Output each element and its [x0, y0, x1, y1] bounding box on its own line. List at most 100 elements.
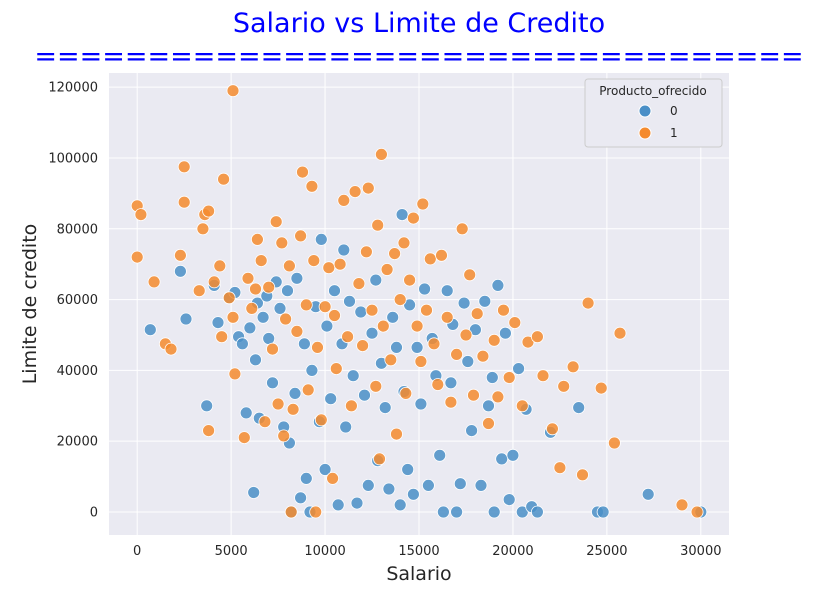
- scatter-point-series-0: [414, 397, 428, 411]
- scatter-point-series-1: [502, 371, 516, 384]
- scatter-point-series-1: [269, 215, 283, 229]
- scatter-point-series-1: [241, 271, 255, 285]
- scatter-point-series-1: [531, 330, 544, 344]
- scatter-point-series-0: [406, 487, 420, 501]
- scatter-point-series-0: [179, 312, 193, 326]
- scatter-point-series-1: [305, 179, 319, 193]
- scatter-point-series-1: [202, 424, 216, 438]
- scatter-point-series-0: [297, 337, 311, 351]
- scatter-point-series-1: [296, 165, 309, 179]
- scatter-point-series-0: [641, 487, 655, 501]
- scatter-point-series-1: [403, 273, 417, 287]
- scatter-point-series-1: [388, 247, 402, 261]
- scatter-point-series-1: [318, 300, 332, 314]
- scatter-point-series-0: [485, 371, 499, 384]
- scatter-point-series-1: [301, 383, 315, 397]
- scatter-point-series-1: [134, 208, 148, 222]
- scatter-point-series-1: [373, 452, 386, 466]
- legend: Producto_ofrecido 0 1: [584, 78, 723, 148]
- scatter-point-series-0: [491, 278, 505, 292]
- scatter-point-series-0: [478, 294, 492, 308]
- scatter-point-series-1: [226, 84, 240, 98]
- scatter-point-series-1: [249, 282, 262, 296]
- scatter-point-series-1: [130, 250, 144, 264]
- scatter-point-series-1: [369, 379, 383, 393]
- legend-label-0: 0: [670, 104, 678, 118]
- scatter-point-series-1: [440, 310, 454, 324]
- scatter-point-series-0: [328, 284, 341, 298]
- scatter-point-series-1: [455, 222, 469, 236]
- scatter-point-series-1: [613, 326, 627, 340]
- scatter-point-series-1: [177, 195, 191, 209]
- scatter-point-series-1: [399, 386, 413, 400]
- scatter-point-series-0: [450, 505, 464, 519]
- scatter-point-series-1: [420, 303, 433, 317]
- scatter-point-series-1: [450, 347, 464, 361]
- scatter-point-series-1: [365, 303, 379, 317]
- scatter-point-series-1: [487, 333, 501, 347]
- scatter-point-series-1: [356, 339, 370, 353]
- scatter-point-series-1: [546, 422, 559, 436]
- y-tick-label: 20000: [57, 435, 98, 450]
- scatter-point-series-1: [431, 378, 445, 391]
- scatter-point-series-0: [440, 284, 454, 298]
- scatter-point-series-1: [299, 298, 313, 312]
- scatter-point-series-1: [467, 388, 480, 402]
- scatter-point-series-1: [397, 236, 411, 250]
- scatter-point-series-1: [470, 307, 484, 321]
- scatter-point-series-0: [294, 491, 308, 505]
- scatter-point-series-1: [250, 232, 264, 246]
- scatter-point-series-0: [337, 243, 351, 257]
- scatter-point-series-0: [453, 477, 467, 491]
- scatter-point-series-1: [173, 248, 187, 262]
- scatter-point-series-1: [254, 254, 268, 268]
- scatter-point-series-0: [266, 376, 279, 390]
- scatter-point-series-1: [213, 259, 227, 273]
- scatter-point-series-0: [343, 294, 356, 308]
- scatter-point-series-1: [290, 324, 304, 338]
- scatter-point-series-1: [557, 379, 571, 393]
- scatter-point-series-0: [243, 321, 257, 335]
- scatter-point-series-1: [410, 319, 424, 333]
- scatter-point-series-0: [512, 362, 525, 376]
- y-tick-label: 40000: [57, 364, 98, 379]
- x-tick-label: 0: [133, 544, 141, 559]
- scatter-point-series-1: [279, 312, 293, 326]
- scatter-point-series-0: [444, 376, 458, 390]
- x-tick-label: 30000: [680, 544, 721, 559]
- scatter-point-series-1: [497, 303, 510, 317]
- scatter-point-series-1: [284, 505, 298, 519]
- legend-marker-0: [638, 104, 652, 118]
- scatter-point-series-1: [463, 268, 477, 282]
- scatter-point-series-1: [266, 342, 279, 356]
- scatter-point-series-1: [307, 254, 321, 268]
- scatter-point-series-0: [369, 273, 383, 287]
- scatter-point-series-0: [393, 498, 407, 512]
- scatter-point-series-0: [324, 392, 338, 406]
- scatter-point-series-0: [418, 282, 432, 296]
- legend-box: [584, 78, 723, 148]
- scatter-point-series-1: [390, 427, 403, 441]
- scatter-point-series-1: [508, 316, 522, 330]
- scatter-point-series-0: [572, 401, 586, 415]
- scatter-point-series-1: [384, 353, 398, 367]
- y-tick-labels: 0 20000 40000 60000 80000 100000 120000: [48, 81, 98, 521]
- scatter-point-series-0: [433, 448, 447, 462]
- scatter-point-series-0: [461, 355, 475, 368]
- scatter-point-series-1: [333, 257, 347, 271]
- scatter-point-series-0: [361, 478, 375, 492]
- y-tick-label: 120000: [48, 81, 98, 96]
- scatter-point-series-0: [273, 301, 287, 315]
- scatter-point-series-0: [482, 399, 495, 413]
- scatter-point-series-0: [339, 420, 353, 434]
- scatter-point-series-1: [690, 505, 704, 519]
- scatter-point-series-1: [594, 381, 608, 395]
- scatter-point-series-0: [395, 208, 409, 222]
- scatter-point-series-1: [196, 222, 210, 236]
- scatter-point-series-0: [256, 310, 270, 324]
- scatter-point-series-1: [226, 310, 240, 324]
- scatter-point-series-0: [358, 388, 371, 402]
- scatter-point-series-1: [416, 197, 430, 211]
- x-tick-label: 25000: [586, 544, 627, 559]
